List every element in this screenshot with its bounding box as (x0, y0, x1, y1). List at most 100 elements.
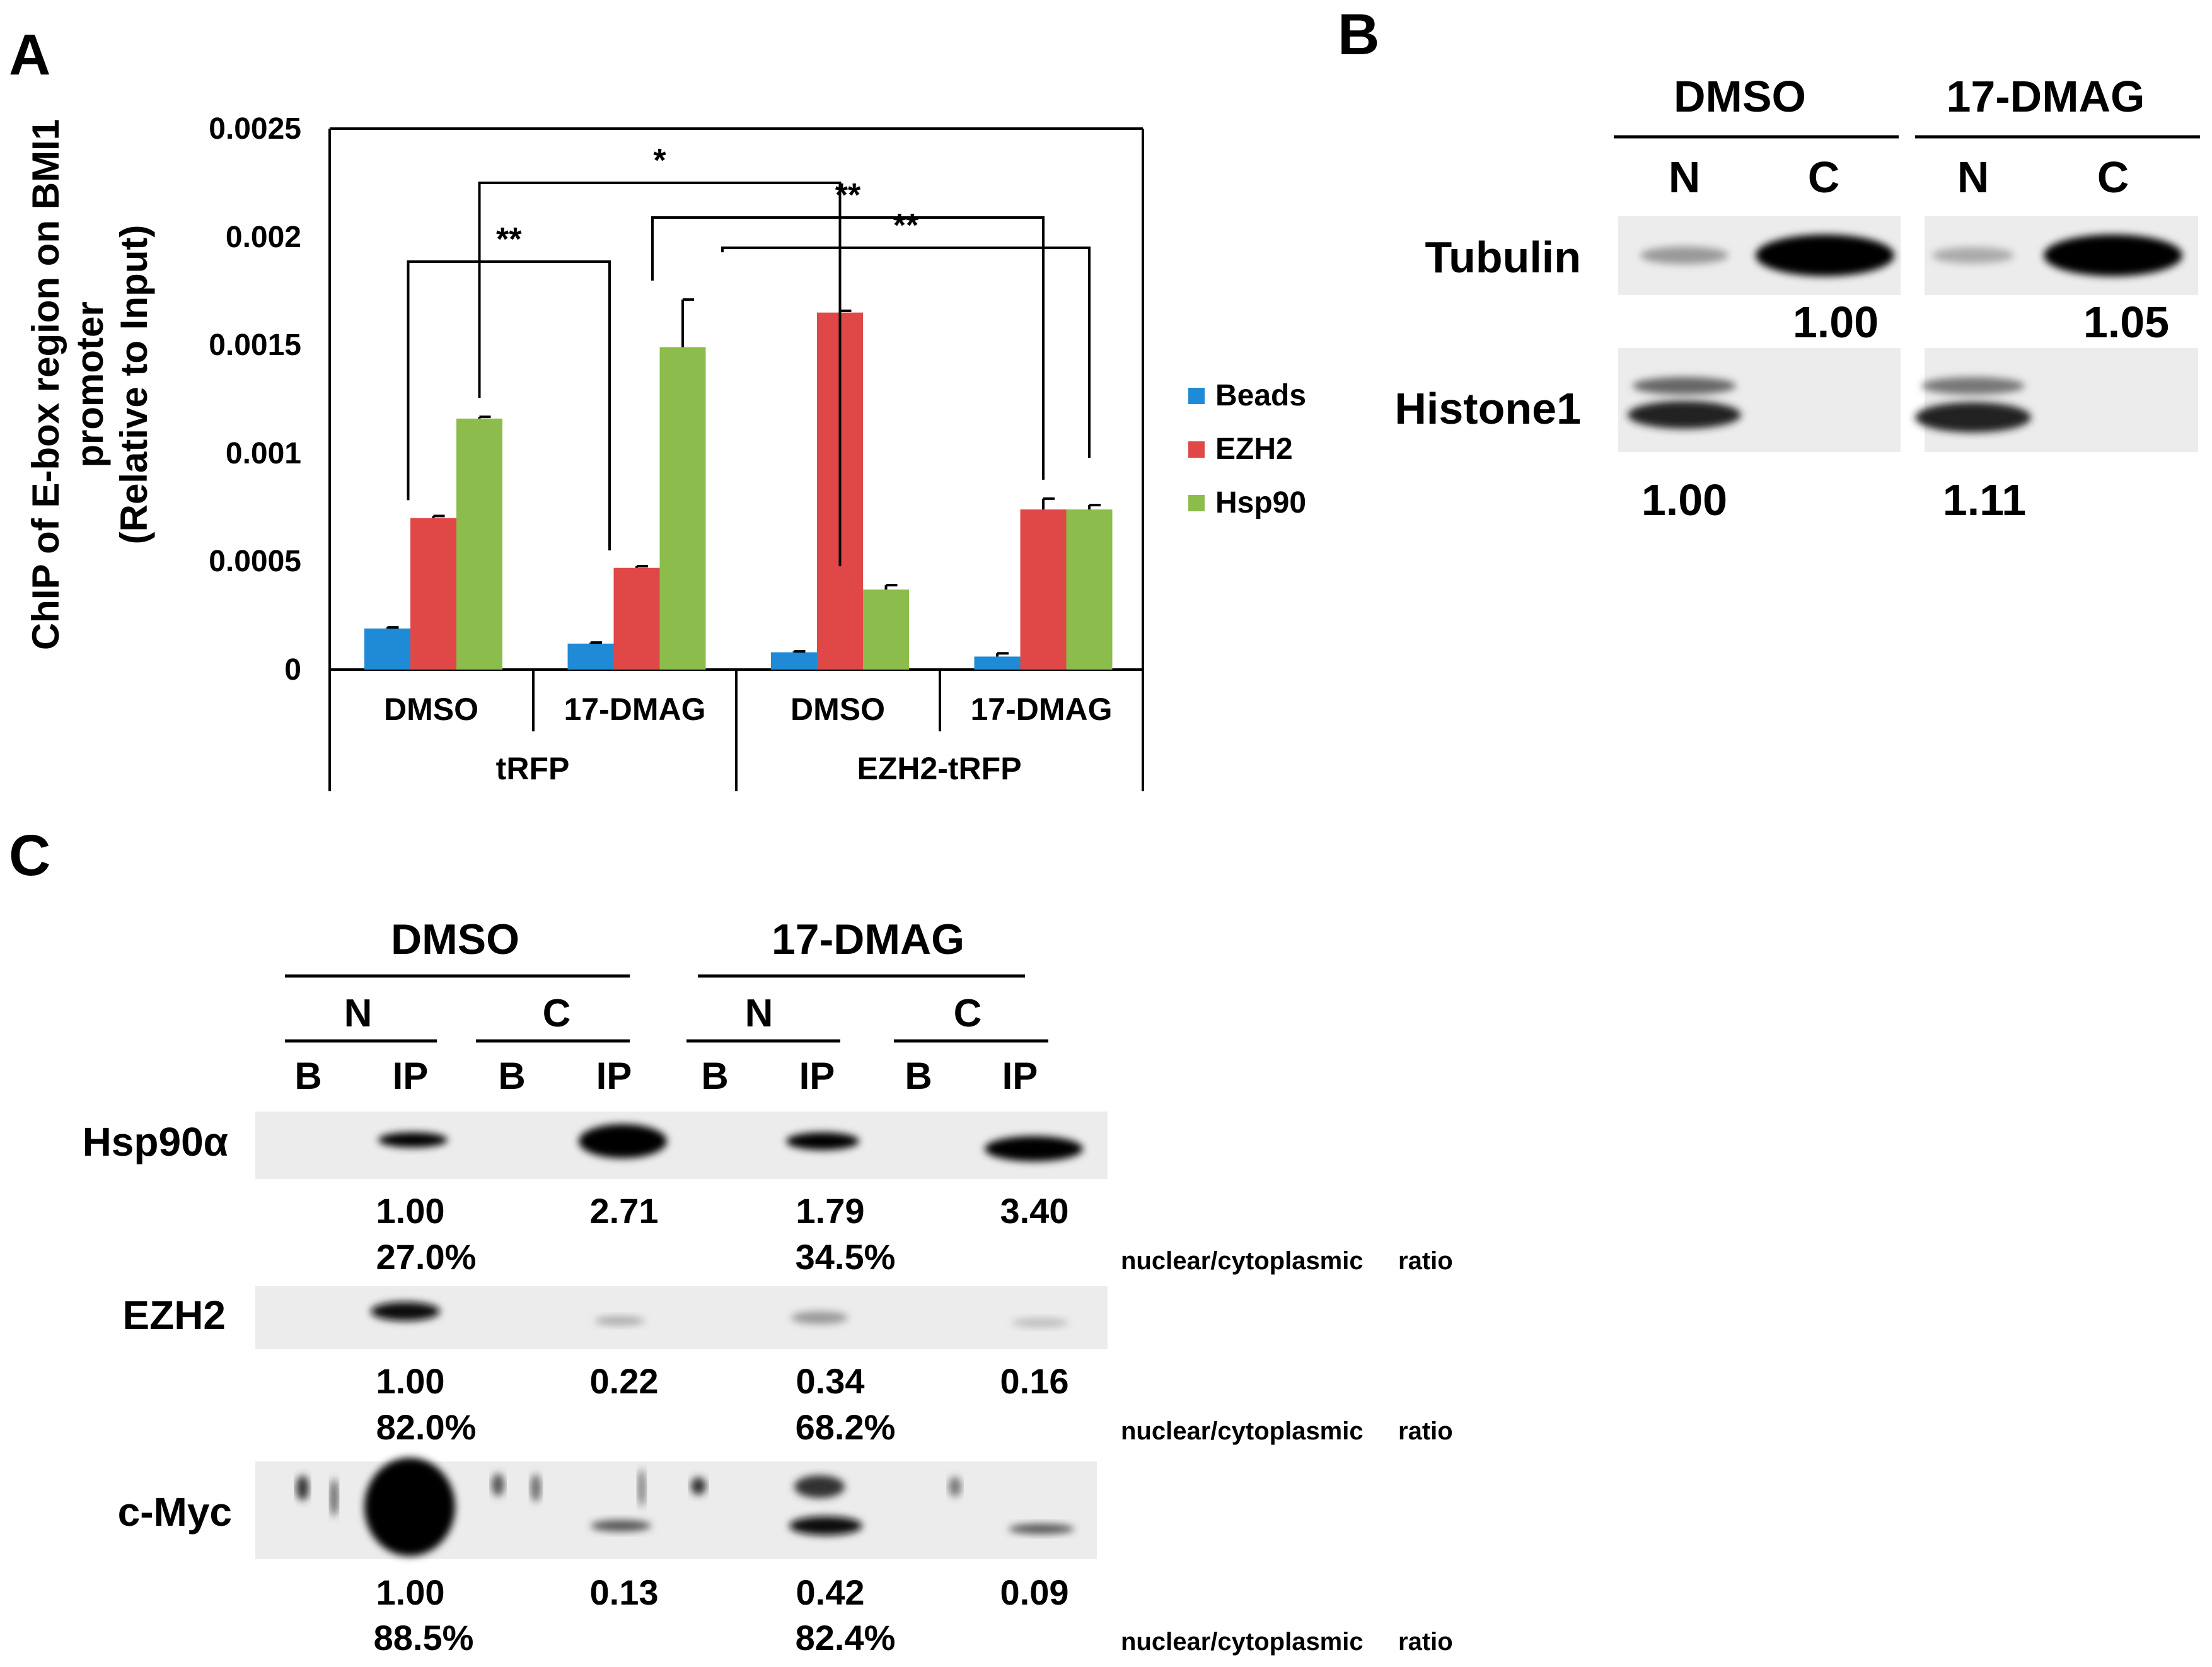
x-group-label: EZH2-tRFP (857, 751, 1021, 786)
percent-value: 82.0% (376, 1407, 477, 1447)
fraction-label: N (745, 992, 773, 1035)
panel-b: B DMSO 17-DMAG N C N C Tubulin 1.00 1.05… (1338, 3, 2200, 525)
blot-band (786, 1132, 859, 1150)
ratio-label: nuclear/cytoplasmic (1121, 1247, 1364, 1275)
x-category-label: 17-DMAG (564, 692, 705, 727)
bar-beads (364, 628, 410, 670)
lane-label: B (294, 1055, 321, 1097)
fraction-label: N (344, 992, 373, 1035)
significance-brackets: ******* (407, 142, 1091, 567)
blot-band (531, 1474, 541, 1502)
legend-label: EZH2 (1215, 433, 1293, 466)
blot-band (296, 1475, 309, 1501)
blot-band (2044, 235, 2182, 276)
quant-value: 0.13 (590, 1572, 659, 1612)
y-tick-label: 0.0005 (209, 545, 301, 578)
blot-band (1633, 377, 1736, 395)
blot-row-label: Tubulin (1425, 233, 1582, 282)
blot-band (364, 1458, 455, 1556)
quant-value: 1.00 (1642, 475, 1727, 525)
y-axis-title-line-1: ChIP of E-box region on BMI1 (25, 119, 67, 650)
quant-value: 1.05 (2083, 298, 2169, 347)
bar-hsp90 (659, 347, 706, 670)
legend: Beads EZH2 Hsp90 (1188, 379, 1306, 520)
blot-band (492, 1473, 504, 1496)
legend-swatch-ezh2 (1188, 441, 1205, 458)
blot-band (949, 1477, 961, 1497)
blot-band (791, 1311, 848, 1324)
y-tick-label: 0.001 (226, 437, 301, 470)
bar-ezh2 (613, 567, 660, 670)
bar-beads (567, 643, 614, 670)
bar-ezh2 (1020, 509, 1067, 670)
blot-band (594, 1316, 645, 1325)
treatment-label: DMSO (1674, 72, 1806, 121)
quant-value: 1.00 (376, 1191, 445, 1231)
panel-a: A ChIP of E-box region on BMI1 promoter … (9, 23, 1306, 791)
percent-value: 68.2% (796, 1407, 896, 1447)
treatment-label: DMSO (391, 915, 519, 963)
quant-value: 0.22 (590, 1361, 659, 1401)
legend-swatch-beads (1188, 388, 1205, 404)
ratio-word: ratio (1398, 1247, 1453, 1275)
blot-row-label: Histone1 (1394, 384, 1581, 433)
fraction-label: C (1808, 153, 1840, 202)
quant-value: 0.42 (796, 1572, 865, 1612)
bars (364, 312, 1113, 670)
significance-label: ** (835, 177, 861, 214)
blot-band (1932, 247, 2014, 264)
blot-row-label: c-Myc (118, 1489, 232, 1535)
x-category-label: 17-DMAG (970, 692, 1112, 727)
blot-row-label: EZH2 (122, 1292, 226, 1338)
lane-label: B (498, 1055, 525, 1097)
percent-value: 88.5% (374, 1618, 474, 1658)
lane-label: B (905, 1055, 932, 1097)
y-tick-label: 0 (284, 653, 301, 687)
lane-label: IP (799, 1055, 835, 1097)
blot-membrane-gap (1901, 348, 1925, 452)
bar-beads (974, 656, 1021, 670)
blot-band (1012, 1318, 1068, 1327)
y-tick-label: 0.0015 (209, 328, 301, 362)
percent-value: 82.4% (796, 1618, 896, 1658)
blot-band (638, 1469, 646, 1507)
fraction-label: N (1669, 153, 1701, 202)
x-category-label: DMSO (384, 692, 478, 727)
blot-band (1640, 247, 1728, 264)
percent-value: 27.0% (376, 1237, 477, 1277)
panel-c: C DMSO 17-DMAG N C N C B IP B IP B IP B … (9, 823, 1453, 1658)
blot-band (1921, 377, 2025, 395)
quant-value: 1.11 (1943, 475, 2026, 525)
quant-value: 1.00 (376, 1361, 445, 1401)
bar-ezh2 (410, 518, 456, 670)
x-group-label: tRFP (496, 751, 570, 786)
significance-label: ** (496, 221, 522, 258)
lane-label: B (701, 1055, 728, 1097)
lane-label: IP (596, 1055, 632, 1097)
panel-c-label: C (9, 823, 50, 888)
legend-swatch-hsp90 (1188, 495, 1205, 511)
ratio-label: nuclear/cytoplasmic (1121, 1417, 1364, 1445)
y-axis-title-line-2: promoter (69, 301, 111, 467)
significance-label: ** (893, 207, 919, 244)
lane-label: IP (393, 1055, 429, 1097)
blot-band (378, 1132, 448, 1147)
blot-band (1628, 401, 1741, 429)
blot-band (330, 1478, 338, 1516)
blot-band (1756, 235, 1894, 276)
y-tick-label: 0.002 (226, 221, 301, 254)
significance-bracket (651, 216, 1045, 480)
blot-row-label: Hsp90α (83, 1119, 228, 1165)
blot-band (1009, 1524, 1074, 1534)
panel-b-label: B (1338, 3, 1379, 67)
percent-value: 34.5% (796, 1237, 896, 1277)
legend-label: Beads (1215, 379, 1306, 412)
y-axis-title-line-3: (Relative to Input) (113, 225, 155, 545)
significance-bracket (478, 182, 842, 567)
quant-value: 0.16 (1000, 1361, 1069, 1401)
treatment-label: 17-DMAG (772, 915, 964, 963)
fraction-label: C (2097, 153, 2129, 202)
quant-value: 0.34 (796, 1361, 865, 1401)
blot-band (579, 1124, 667, 1158)
